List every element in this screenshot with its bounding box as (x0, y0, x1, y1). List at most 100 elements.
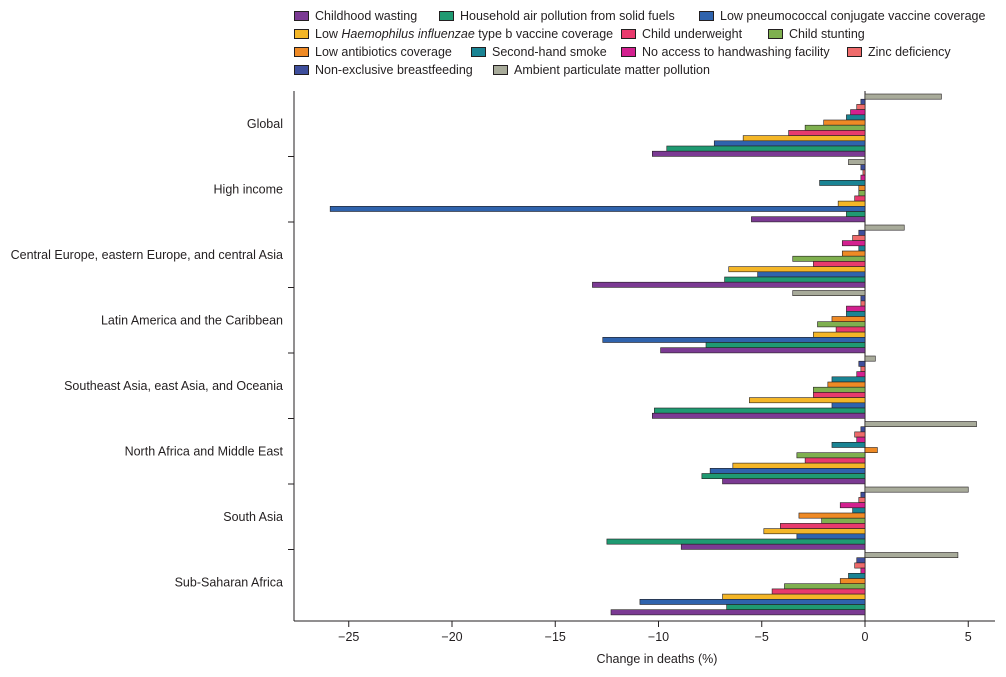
bar (841, 250, 866, 257)
bar (821, 517, 866, 524)
bar (796, 533, 866, 540)
legend-item-household-air-pollution: Household air pollution from solid fuels (439, 9, 675, 23)
bar (804, 457, 866, 464)
legend-label: Low Haemophilus influenzae type b vaccin… (315, 27, 614, 41)
plot-frame (293, 91, 995, 622)
bar (680, 543, 866, 550)
legend-item-low-pcv-coverage: Low pneumococcal conjugate vaccine cover… (699, 9, 985, 23)
bar (852, 235, 866, 241)
bar (724, 276, 866, 283)
legend-label: Non-exclusive breastfeeding (315, 63, 473, 77)
x-tick-label: −25 (338, 630, 359, 644)
bar (592, 281, 866, 288)
bar (763, 528, 866, 535)
bar (798, 512, 866, 519)
legend-label: Low pneumococcal conjugate vaccine cover… (720, 9, 986, 23)
bar (831, 316, 866, 322)
x-tick-label: 5 (965, 630, 972, 644)
bar (796, 452, 866, 459)
bar (864, 421, 977, 427)
bar (827, 381, 866, 388)
bar (784, 583, 866, 590)
bar (860, 164, 866, 171)
bar (771, 588, 866, 595)
bar (732, 462, 866, 469)
legend-swatch (294, 47, 309, 57)
bar (606, 538, 866, 545)
bar (860, 174, 866, 181)
region-label: Global (247, 117, 283, 131)
legend-swatch (621, 29, 636, 39)
bar (831, 441, 866, 448)
x-ticks: −25 −20 −15 −10 −5 0 5 (338, 621, 972, 644)
region-label: Southeast Asia, east Asia, and Oceania (64, 379, 283, 393)
legend-swatch (493, 65, 508, 75)
bar (602, 336, 866, 343)
legend-item-non-exclusive-breastfeeding: Non-exclusive breastfeeding (294, 63, 473, 77)
bar (860, 300, 866, 307)
region-label: High income (214, 183, 284, 197)
bar (660, 347, 866, 354)
bar (813, 261, 866, 267)
region-label: North Africa and Middle East (125, 445, 284, 459)
bar (780, 523, 866, 529)
legend-swatch (847, 47, 862, 57)
legend-swatch (471, 47, 486, 57)
bar (823, 119, 866, 126)
bar (819, 180, 866, 186)
legend-label: Household air pollution from solid fuels (460, 9, 675, 23)
bar (856, 436, 866, 443)
bar (846, 305, 866, 312)
legend-item-low-antibiotics: Low antibiotics coverage (294, 45, 452, 59)
bar (856, 557, 866, 564)
bar (751, 216, 866, 223)
bar (839, 502, 866, 509)
x-axis-title: Change in deaths (%) (597, 652, 718, 666)
legend-label: Low antibiotics coverage (315, 45, 452, 59)
x-tick-label: −5 (755, 630, 769, 644)
bar (722, 478, 866, 485)
legend-row: Childhood wasting Household air pollutio… (294, 9, 1004, 27)
legend-item-child-stunting: Child stunting (768, 27, 865, 41)
legend-label: Second-hand smoke (492, 45, 607, 59)
bar (850, 109, 866, 116)
x-tick-label: −20 (441, 630, 462, 644)
bar (852, 507, 866, 514)
bar (858, 190, 866, 197)
legend-swatch (294, 29, 309, 39)
bar (726, 604, 866, 610)
bar (864, 552, 959, 558)
legend-label: Child stunting (789, 27, 865, 41)
legend-swatch (294, 65, 309, 75)
bar (854, 195, 866, 202)
legend: Childhood wasting Household air pollutio… (294, 9, 1004, 81)
bar (722, 593, 866, 600)
bar (705, 342, 866, 348)
legend-item-childhood-wasting: Childhood wasting (294, 9, 417, 23)
legend-row: Non-exclusive breastfeeding Ambient part… (294, 63, 1004, 81)
bar (831, 376, 866, 383)
legend-item-low-hib-coverage: Low Haemophilus influenzae type b vaccin… (294, 27, 613, 41)
bar (792, 290, 866, 296)
legend-label: Childhood wasting (315, 9, 418, 23)
bar (792, 255, 866, 262)
bar (839, 578, 866, 584)
bar (639, 598, 866, 605)
legend-swatch (768, 29, 783, 39)
legend-swatch (439, 11, 454, 21)
bar (860, 295, 866, 302)
bar (841, 240, 866, 247)
bar (728, 266, 866, 273)
region-label: South Asia (223, 510, 283, 524)
bar (864, 486, 969, 493)
bar (788, 130, 866, 136)
region-label: Central Europe, eastern Europe, and cent… (11, 248, 283, 262)
bar (804, 124, 866, 131)
bar (831, 402, 866, 409)
legend-item-child-underweight: Child underweight (621, 27, 742, 41)
bar (837, 200, 866, 207)
bars (329, 93, 977, 616)
bar (858, 497, 866, 503)
bar (813, 392, 866, 398)
